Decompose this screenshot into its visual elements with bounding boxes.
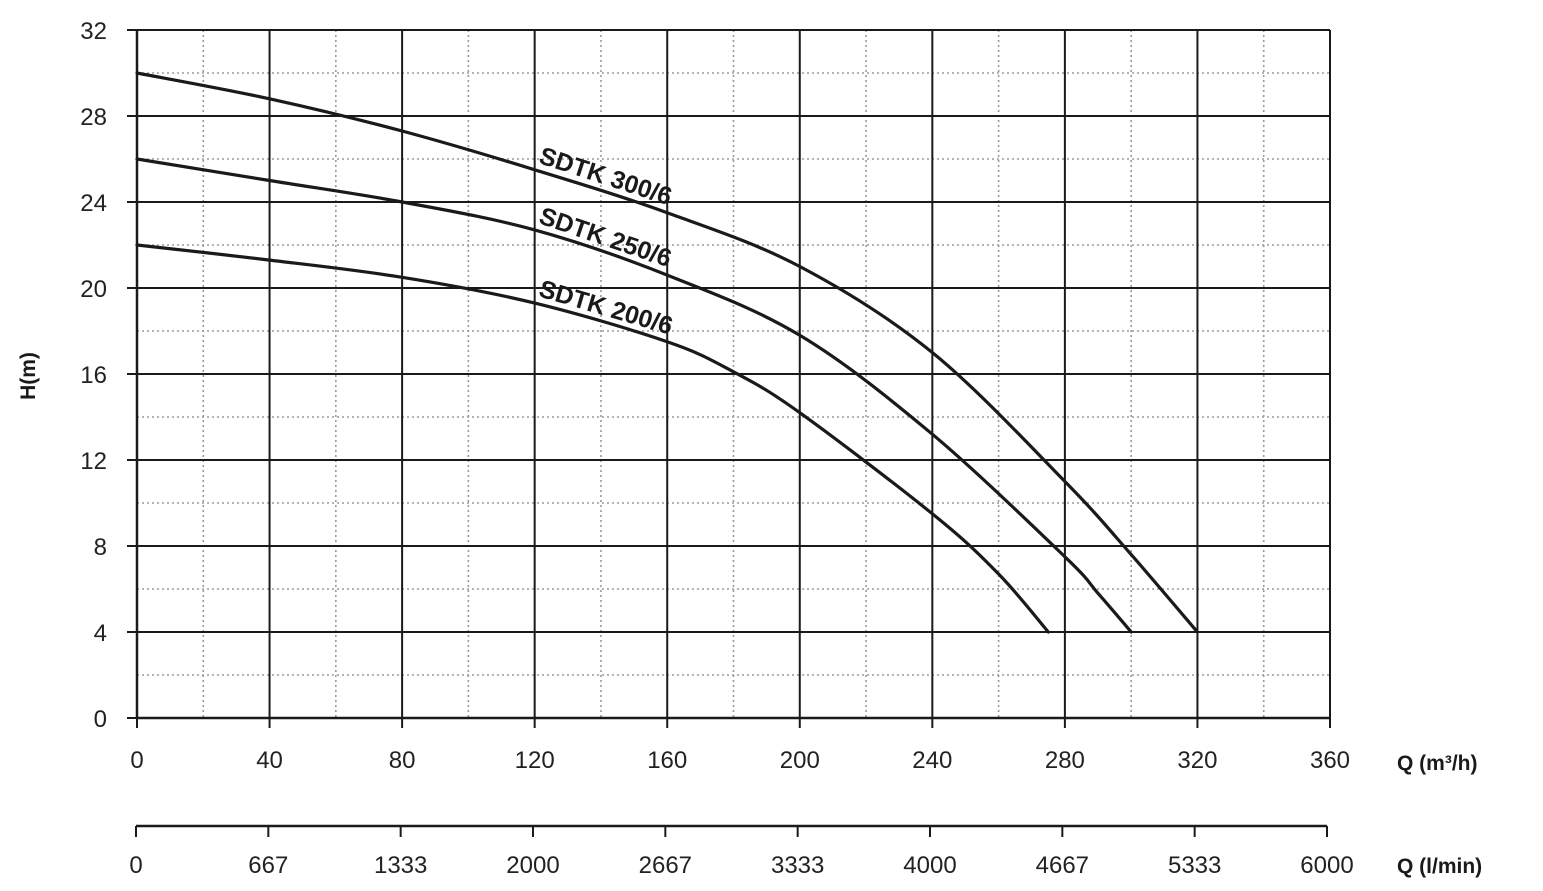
secondary-x-tick-label: 1333: [374, 852, 427, 879]
y-tick-label: 0: [94, 706, 107, 733]
secondary-x-tick-label: 4000: [903, 852, 956, 879]
series-label-sdtk-200-6: SDTK 200/6: [536, 275, 676, 340]
x-tick-label: 240: [912, 747, 952, 774]
x-tick-label: 320: [1177, 747, 1217, 774]
y-tick-label: 20: [80, 276, 107, 303]
minor-grid: [137, 30, 1330, 718]
x-axis-ticks: 0 40 80 120 160 200 240 280 320 360: [130, 718, 1350, 774]
secondary-x-tick-label: 6000: [1300, 852, 1353, 879]
series-curve-sdtk-250-6: [135, 157, 1133, 634]
x-tick-label: 120: [515, 747, 555, 774]
x-tick-label: 80: [389, 747, 416, 774]
y-tick-label: 28: [80, 104, 107, 131]
y-tick-label: 8: [94, 534, 107, 561]
x-tick-label: 360: [1310, 747, 1350, 774]
secondary-x-tick-label: 3333: [771, 852, 824, 879]
x-axis-title: Q (m³/h): [1397, 752, 1477, 775]
x-tick-label: 40: [256, 747, 283, 774]
series-curve-sdtk-300-6: [135, 71, 1199, 634]
secondary-x-tick-label: 667: [248, 852, 288, 879]
x-tick-label: 0: [130, 747, 143, 774]
series-curve-sdtk-200-6: [135, 243, 1050, 634]
y-tick-label: 24: [80, 190, 107, 217]
secondary-x-tick-label: 5333: [1168, 852, 1221, 879]
y-tick-label: 16: [80, 362, 107, 389]
y-axis-title: H(m): [17, 352, 40, 400]
secondary-x-tick-label: 4667: [1036, 852, 1089, 879]
x-tick-label: 280: [1045, 747, 1085, 774]
secondary-x-tick-label: 2000: [506, 852, 559, 879]
secondary-x-tick-label: 2667: [639, 852, 692, 879]
y-tick-label: 12: [80, 448, 107, 475]
secondary-x-axis-title: Q (l/min): [1397, 855, 1482, 878]
series-group: [135, 71, 1199, 634]
major-grid: [137, 29, 1331, 718]
y-tick-label: 32: [80, 18, 107, 45]
secondary-x-tick-label: 0: [129, 852, 142, 879]
secondary-x-axis-ticks: 0 667 1333 2000 2667 3333 4000 4667 5333 6000: [129, 824, 1354, 879]
y-tick-label: 4: [94, 620, 107, 647]
x-tick-label: 200: [780, 747, 820, 774]
x-tick-label: 160: [647, 747, 687, 774]
y-axis-ticks: 0 4 8 12 16 20 24 28 32: [80, 18, 137, 733]
